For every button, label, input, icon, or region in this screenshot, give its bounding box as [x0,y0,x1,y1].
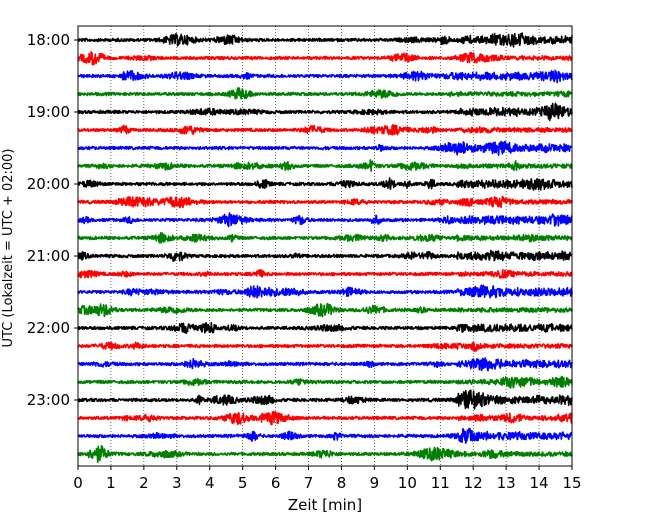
y-tick-label: 18:00 [27,31,70,49]
x-tick-label: 6 [271,474,281,492]
trace-1930 [77,140,573,157]
x-tick-label: 1 [106,474,116,492]
trace-2000 [77,177,573,191]
trace-2030 [77,212,573,228]
trace-2230 [77,357,573,372]
vertical-grid [110,26,540,466]
y-axis-label: UTC (Lokalzeit = UTC + 02:00) [1,149,16,348]
trace-2115 [77,268,573,279]
x-tick-label: 14 [530,474,549,492]
y-tick-label: 23:00 [27,391,70,409]
trace-1845 [77,86,573,100]
plot-frame [77,25,573,467]
y-tick-label: 21:00 [27,247,70,265]
trace-1815 [77,51,573,66]
trace-2145 [77,302,573,318]
trace-group [77,32,573,464]
y-axis: 18:00 19:00 20:00 21:00 22:00 23:00 [27,31,78,409]
trace-2315 [77,410,573,426]
x-tick-label: 13 [497,474,516,492]
trace-2245 [77,375,573,389]
x-tick-label: 7 [304,474,314,492]
y-tick-label: 19:00 [27,103,70,121]
y-tick-label: 22:00 [27,319,70,337]
trace-2345 [77,445,573,464]
x-tick-label: 3 [172,474,182,492]
trace-2130 [77,284,573,299]
trace-2300 [77,389,573,410]
x-tick-label: 12 [464,474,483,492]
trace-1800 [77,32,573,48]
x-tick-label: 15 [562,474,581,492]
x-tick-label: 11 [431,474,450,492]
x-tick-label: 5 [238,474,248,492]
trace-1900 [77,102,573,122]
trace-2215 [77,341,573,352]
trace-2100 [77,249,573,262]
x-tick-label: 9 [370,474,380,492]
trace-1830 [77,69,573,84]
x-axis-label: Zeit [min] [288,496,362,514]
x-tick-label: 0 [73,474,83,492]
x-tick-label: 2 [139,474,149,492]
trace-2200 [77,321,573,335]
trace-2330 [77,427,573,445]
x-tick-label: 4 [205,474,215,492]
y-tick-label: 20:00 [27,175,70,193]
trace-2045 [77,232,573,244]
x-axis: 0 1 2 3 4 5 6 7 8 9 10 11 12 13 14 15 [73,466,582,492]
trace-2015 [77,195,573,209]
x-tick-label: 8 [337,474,347,492]
x-tick-label: 10 [398,474,417,492]
trace-1915 [77,123,573,136]
trace-1945 [77,159,573,173]
